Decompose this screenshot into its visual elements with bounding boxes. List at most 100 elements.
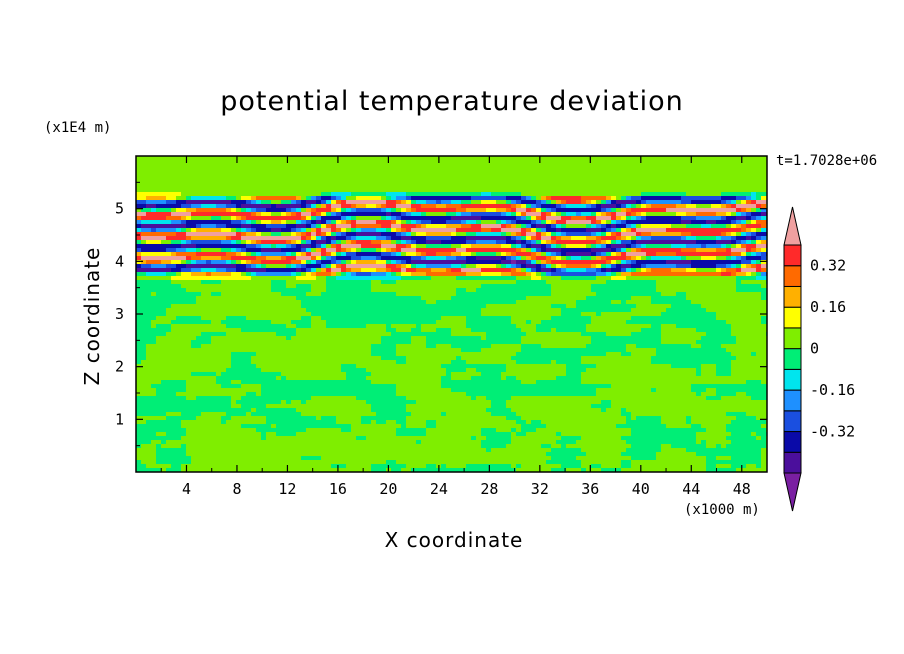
contour-cell	[506, 280, 512, 285]
contour-cell	[376, 292, 382, 297]
contour-cell	[381, 296, 387, 301]
contour-cell	[501, 256, 507, 261]
contour-cell	[296, 244, 302, 249]
contour-cell	[316, 292, 322, 297]
contour-cell	[246, 228, 252, 233]
contour-cell	[671, 196, 677, 201]
contour-cell	[616, 280, 622, 285]
contour-cell	[436, 184, 442, 189]
contour-cell	[526, 180, 532, 185]
contour-cell	[221, 260, 227, 265]
contour-cell	[666, 232, 672, 237]
contour-cell	[381, 280, 387, 285]
contour-cell	[646, 224, 652, 229]
contour-cell	[341, 188, 347, 193]
contour-cell	[271, 260, 277, 265]
contour-cell	[706, 252, 712, 257]
contour-cell	[251, 304, 257, 309]
contour-cell	[546, 300, 552, 305]
contour-cell	[196, 296, 202, 301]
contour-cell	[256, 288, 262, 293]
contour-cell	[751, 176, 757, 181]
contour-cell	[536, 252, 542, 257]
contour-cell	[251, 212, 257, 217]
contour-cell	[431, 168, 437, 173]
contour-cell	[731, 268, 737, 273]
contour-cell	[341, 268, 347, 273]
contour-cell	[311, 276, 317, 281]
contour-cell	[371, 284, 377, 289]
contour-cell	[501, 224, 507, 229]
contour-cell	[431, 284, 437, 289]
contour-cell	[191, 188, 197, 193]
contour-cell	[286, 156, 292, 161]
contour-cell	[341, 232, 347, 237]
contour-cell	[266, 304, 272, 309]
contour-cell	[556, 260, 562, 265]
contour-cell	[441, 304, 447, 309]
contour-cell	[381, 248, 387, 253]
contour-cell	[606, 172, 612, 177]
contour-cell	[436, 244, 442, 249]
contour-cell	[486, 176, 492, 181]
contour-cell	[176, 212, 182, 217]
contour-cell	[261, 204, 267, 209]
contour-cell	[196, 280, 202, 285]
contour-cell	[156, 188, 162, 193]
contour-cell	[646, 300, 652, 305]
contour-cell	[396, 252, 402, 257]
contour-cell	[366, 200, 372, 205]
contour-cell	[396, 216, 402, 221]
contour-cell	[346, 272, 352, 277]
contour-cell	[471, 304, 477, 309]
contour-cell	[516, 164, 522, 169]
contour-cell	[556, 288, 562, 293]
contour-cell	[321, 260, 327, 265]
contour-cell	[611, 284, 617, 289]
contour-cell	[426, 224, 432, 229]
contour-cell	[691, 256, 697, 261]
contour-cell	[636, 264, 642, 269]
contour-cell	[366, 276, 372, 281]
contour-cell	[456, 248, 462, 253]
contour-cell	[601, 196, 607, 201]
contour-cell	[411, 200, 417, 205]
contour-cell	[341, 176, 347, 181]
contour-cell	[456, 232, 462, 237]
contour-cell	[286, 184, 292, 189]
contour-cell	[601, 256, 607, 261]
contour-cell	[331, 304, 337, 309]
contour-cell	[491, 244, 497, 249]
contour-cell	[256, 296, 262, 301]
contour-cell	[701, 180, 707, 185]
contour-cell	[356, 248, 362, 253]
contour-cell	[476, 308, 482, 313]
contour-cell	[376, 244, 382, 249]
contour-cell	[361, 156, 367, 161]
contour-cell	[231, 268, 237, 273]
contour-cell	[316, 240, 322, 245]
contour-cell	[371, 176, 377, 181]
contour-cell	[336, 236, 342, 241]
contour-cell	[226, 220, 232, 225]
contour-cell	[211, 228, 217, 233]
contour-cell	[561, 156, 567, 161]
contour-cell	[296, 304, 302, 309]
contour-cell	[386, 260, 392, 265]
contour-cell	[271, 312, 277, 317]
contour-cell	[231, 284, 237, 289]
contour-cell	[326, 284, 332, 289]
contour-cell	[206, 200, 212, 205]
contour-cell	[586, 196, 592, 201]
contour-cell	[566, 252, 572, 257]
contour-cell	[471, 200, 477, 205]
contour-cell	[521, 236, 527, 241]
contour-cell	[681, 240, 687, 245]
contour-cell	[231, 312, 237, 317]
contour-cell	[706, 184, 712, 189]
contour-cell	[166, 276, 172, 281]
contour-cell	[591, 308, 597, 313]
contour-cell	[551, 240, 557, 245]
contour-cell	[401, 244, 407, 249]
contour-cell	[176, 220, 182, 225]
